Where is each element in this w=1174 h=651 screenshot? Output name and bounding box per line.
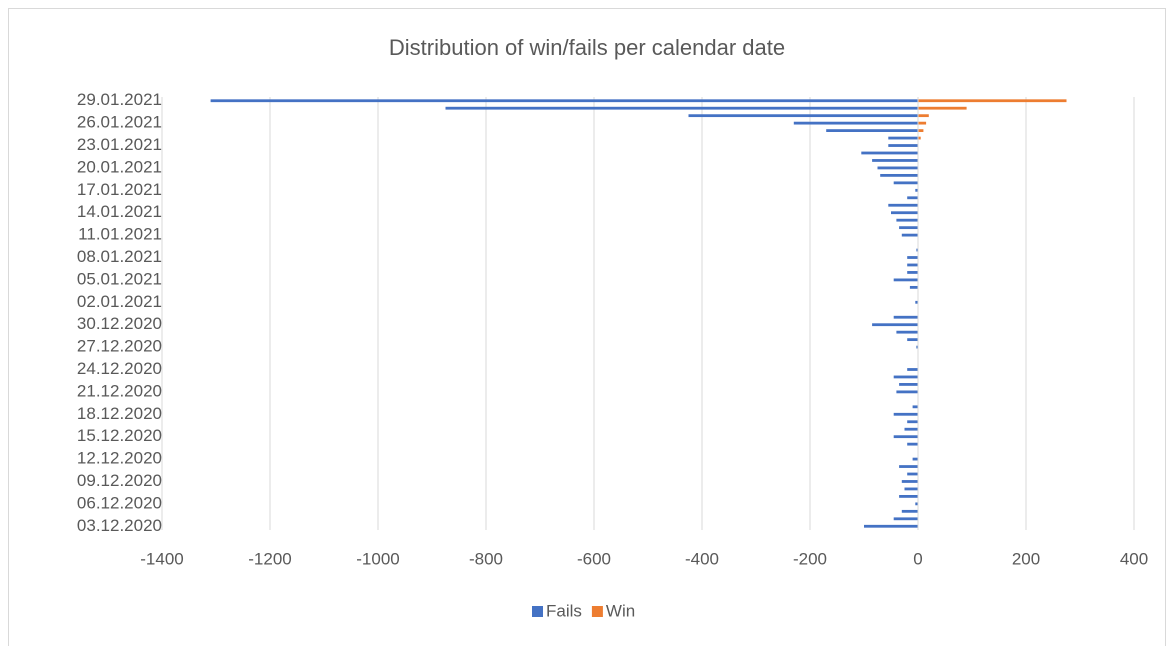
x-tick-label: 200 — [1012, 549, 1040, 568]
legend-label: Fails — [546, 601, 582, 620]
bar — [915, 188, 918, 192]
y-tick-label: 08.01.2021 — [77, 247, 162, 266]
bar — [907, 338, 918, 342]
bar — [907, 442, 918, 446]
y-tick-label: 09.12.2020 — [77, 471, 162, 490]
y-tick-label: 30.12.2020 — [77, 314, 162, 333]
y-tick-label: 24.12.2020 — [77, 359, 162, 378]
bar — [891, 211, 918, 215]
bar — [793, 121, 918, 125]
y-tick-label: 14.01.2021 — [77, 202, 162, 221]
y-tick-label: 27.12.2020 — [77, 337, 162, 356]
legend-label: Win — [606, 601, 635, 620]
chart-title: Distribution of win/fails per calendar d… — [389, 35, 785, 60]
bar — [912, 457, 918, 461]
bar — [915, 300, 918, 304]
bar — [901, 480, 918, 483]
bar — [826, 129, 918, 132]
y-tick-label: 06.12.2020 — [77, 493, 162, 512]
bar — [893, 412, 918, 416]
bar — [688, 114, 918, 118]
bar — [907, 271, 918, 274]
x-tick-label: -1000 — [356, 549, 399, 568]
bar — [918, 136, 921, 140]
bar — [912, 405, 918, 409]
bar — [916, 248, 918, 252]
bar — [893, 517, 918, 521]
bar — [893, 278, 918, 282]
bar — [918, 114, 929, 118]
bar — [899, 226, 918, 230]
y-tick-label: 18.12.2020 — [77, 404, 162, 423]
bar — [901, 509, 918, 513]
y-tick-label: 26.01.2021 — [77, 113, 162, 132]
x-tick-label: -400 — [685, 549, 719, 568]
bar — [888, 136, 918, 140]
bar — [918, 129, 924, 132]
bar — [907, 263, 918, 267]
bar — [861, 151, 918, 155]
bar — [893, 315, 918, 319]
bar — [888, 203, 918, 207]
bar — [907, 472, 918, 476]
bar — [872, 323, 918, 327]
x-tick-label: -1200 — [248, 549, 291, 568]
bar — [899, 495, 918, 498]
bar — [896, 218, 918, 222]
bar — [899, 383, 918, 386]
legend-swatch — [532, 606, 543, 617]
x-tick-label: -200 — [793, 549, 827, 568]
bar — [210, 99, 919, 103]
y-tick-label: 21.12.2020 — [77, 381, 162, 400]
bar — [907, 420, 918, 424]
x-tick-label: 400 — [1120, 549, 1148, 568]
bar — [907, 368, 918, 371]
x-tick-label: -600 — [577, 549, 611, 568]
bar — [918, 121, 927, 125]
bar — [904, 427, 918, 431]
bar — [880, 173, 918, 177]
bar — [888, 144, 918, 147]
y-tick-label: 17.01.2021 — [77, 180, 162, 199]
bar — [918, 106, 967, 110]
bar — [915, 502, 918, 506]
chart-border — [8, 8, 1166, 651]
y-tick-label: 15.12.2020 — [77, 426, 162, 445]
bar — [893, 375, 918, 379]
bar — [916, 345, 918, 349]
bar — [904, 487, 918, 491]
bar — [872, 159, 918, 162]
bar — [893, 435, 918, 439]
legend-swatch — [591, 606, 603, 617]
bar — [907, 196, 918, 200]
y-tick-label: 12.12.2020 — [77, 449, 162, 468]
bar — [896, 330, 918, 334]
y-tick-label: 23.01.2021 — [77, 135, 162, 154]
bar — [909, 285, 918, 289]
y-tick-label: 29.01.2021 — [77, 90, 162, 109]
bar — [896, 390, 918, 394]
bar — [899, 465, 918, 468]
bar — [918, 99, 1067, 103]
x-tick-label: 0 — [913, 549, 922, 568]
bar — [893, 181, 918, 185]
bar — [901, 233, 918, 237]
bar — [907, 256, 918, 259]
y-tick-label: 05.01.2021 — [77, 269, 162, 288]
bar — [445, 106, 918, 110]
y-tick-label: 03.12.2020 — [77, 516, 162, 535]
x-tick-label: -800 — [469, 549, 503, 568]
bar — [877, 166, 918, 170]
x-tick-label: -1400 — [140, 549, 183, 568]
y-tick-label: 11.01.2021 — [78, 225, 162, 244]
y-tick-label: 20.01.2021 — [77, 157, 162, 176]
y-tick-label: 02.01.2021 — [77, 292, 162, 311]
bar — [864, 524, 918, 528]
